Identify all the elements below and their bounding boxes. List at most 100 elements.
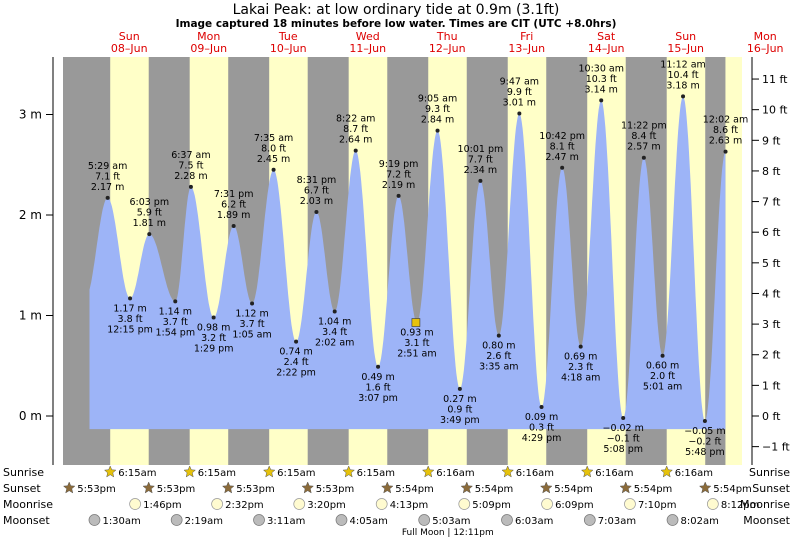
day-date-label: 10–Jun — [270, 42, 307, 55]
full-moon-label: Full Moon | 12:11pm — [402, 528, 494, 538]
high-tide-point — [681, 94, 686, 99]
moonset-icon — [170, 514, 183, 526]
moonrise-icon — [624, 498, 636, 510]
moonrise-time-label: 8:12pm — [721, 500, 760, 511]
y-tick-label-m: 0 m — [19, 409, 42, 423]
y-tick-label-ft: 6 ft — [762, 226, 781, 239]
moonset-icon — [501, 514, 513, 526]
moonrise-time-label: 4:13pm — [390, 500, 429, 511]
low-tide-time-label: 3:07 pm — [358, 393, 398, 404]
sunrise-icon — [103, 465, 117, 478]
high-tide-ft-label: 10.3 ft — [586, 74, 617, 85]
high-tide-ft-label: 8.1 ft — [550, 141, 575, 152]
day-date-label: 12–Jun — [429, 42, 466, 55]
high-tide-point — [147, 232, 152, 237]
low-tide-m-label: 0.27 m — [443, 394, 476, 405]
moonset-icon — [253, 514, 265, 526]
high-tide-point — [314, 209, 319, 214]
high-tide-point — [435, 128, 440, 133]
low-tide-ft-label: 2.6 ft — [486, 351, 511, 362]
high-tide-point — [723, 149, 728, 154]
moonset-icon — [418, 514, 431, 526]
moonrise-icon — [707, 498, 719, 510]
sunset-icon — [62, 481, 76, 494]
day-of-week-label: Sat — [597, 30, 616, 43]
high-tide-ft-label: 7.1 ft — [95, 171, 120, 182]
moonset-time-label: 6:03am — [515, 516, 553, 527]
high-tide-ft-label: 5.9 ft — [137, 208, 162, 219]
moonset-time-label: 7:03am — [598, 516, 636, 527]
low-tide-time-label: 2:51 am — [397, 349, 436, 360]
high-tide-time-label: 8:22 am — [336, 114, 375, 125]
high-tide-ft-label: 9.9 ft — [507, 87, 532, 98]
moonset-row-label-left: Moonset — [3, 514, 50, 527]
moonset-time-label: 5:03am — [432, 516, 470, 527]
sunset-row-label-right: Sunset — [752, 482, 790, 495]
sunrise-time-label: 6:15am — [198, 468, 236, 479]
high-tide-point — [560, 165, 565, 170]
moonrise-time-label: 5:09pm — [472, 500, 511, 511]
day-date-label: 09–Jun — [190, 42, 227, 55]
high-tide-ft-label: 9.3 ft — [425, 104, 450, 115]
moonset-icon — [583, 514, 596, 526]
sunrise-icon — [342, 465, 356, 478]
low-tide-time-label: 1:29 pm — [194, 344, 234, 355]
high-tide-m-label: 2.28 m — [174, 171, 207, 182]
high-tide-time-label: 9:05 am — [418, 94, 457, 105]
chart-header: Lakai Peak: at low ordinary tide at 0.9m… — [176, 2, 617, 30]
high-tide-m-label: 2.17 m — [91, 182, 124, 193]
high-tide-time-label: 5:29 am — [88, 161, 127, 172]
low-tide-point — [660, 353, 665, 358]
low-tide-m-label: 1.04 m — [318, 316, 351, 327]
low-tide-point — [250, 301, 255, 306]
low-tide-m-label: −0.02 m — [602, 423, 643, 434]
high-tide-ft-label: 8.6 ft — [713, 125, 738, 136]
high-tide-point — [396, 193, 401, 198]
y-tick-label-ft: 0 ft — [762, 410, 781, 423]
sunset-time-label: 5:54pm — [634, 484, 673, 495]
astronomy-rows: Sunrise Sunset Moonrise Moonset Sunrise … — [3, 465, 791, 527]
sunrise-icon — [421, 465, 435, 478]
high-tide-time-label: 8:31 pm — [297, 175, 337, 186]
high-tide-point — [517, 111, 522, 116]
high-tide-time-label: 11:22 pm — [621, 121, 667, 132]
sunset-icon — [301, 481, 315, 494]
moonrise-icon — [458, 498, 471, 510]
y-tick-label-ft: 7 ft — [762, 196, 781, 209]
low-tide-m-label: 0.09 m — [525, 412, 558, 423]
moonset-time-label: 4:05am — [349, 516, 387, 527]
low-tide-ft-label: 0.3 ft — [529, 422, 554, 433]
high-tide-ft-label: 8.0 ft — [261, 143, 286, 154]
moonset-icon — [88, 514, 101, 526]
high-tide-m-label: 2.45 m — [257, 154, 290, 165]
low-tide-time-label: 5:01 am — [643, 382, 682, 393]
tide-curve — [89, 96, 726, 430]
high-tide-ft-label: 6.7 ft — [304, 185, 329, 196]
sunrise-row-label-right: Sunrise — [749, 466, 790, 479]
high-tide-m-label: 2.47 m — [545, 152, 578, 163]
low-tide-point — [173, 299, 178, 304]
low-tide-point — [376, 364, 381, 369]
moonset-time-label: 1:30am — [102, 516, 140, 527]
high-tide-time-label: 9:47 am — [500, 76, 539, 87]
low-tide-ft-label: 3.8 ft — [118, 314, 143, 325]
sunrise-icon — [262, 465, 276, 478]
day-of-week-label: Fri — [520, 30, 533, 43]
low-tide-point — [128, 296, 133, 301]
moonrise-icon — [375, 498, 388, 510]
low-tide-time-label: 4:18 am — [561, 373, 600, 384]
day-of-week-label: Sun — [675, 30, 696, 43]
low-tide-point — [332, 309, 337, 314]
sunset-icon — [539, 481, 553, 494]
low-tide-time-label: 1:05 am — [232, 329, 271, 340]
high-tide-m-label: 2.57 m — [627, 142, 660, 153]
low-tide-ft-label: 2.3 ft — [568, 362, 593, 373]
y-tick-label-ft: 2 ft — [762, 349, 781, 362]
low-tide-ft-label: 3.7 ft — [240, 319, 265, 330]
high-tide-time-label: 10:30 am — [578, 63, 623, 74]
moonset-time-label: 2:19am — [185, 516, 223, 527]
low-tide-ft-label: 3.7 ft — [163, 317, 188, 328]
low-tide-point — [621, 416, 626, 421]
sunset-icon — [619, 481, 633, 494]
high-tide-m-label: 2.19 m — [382, 180, 415, 191]
